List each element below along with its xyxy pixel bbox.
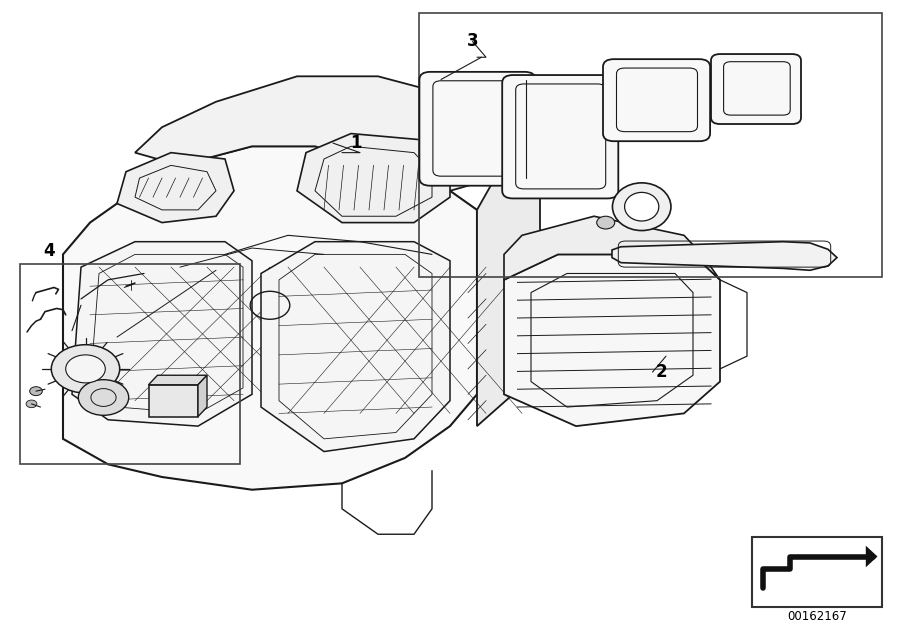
Polygon shape [504,216,720,280]
Circle shape [66,355,105,383]
Polygon shape [477,159,540,426]
Ellipse shape [612,183,670,230]
Polygon shape [504,254,720,426]
Ellipse shape [625,192,659,221]
Bar [418,13,882,277]
Text: 3: 3 [467,32,478,50]
FancyBboxPatch shape [603,59,710,141]
FancyBboxPatch shape [419,72,536,186]
Polygon shape [63,146,477,490]
Circle shape [78,380,129,415]
Text: 1: 1 [350,134,361,152]
Polygon shape [866,546,878,567]
Circle shape [51,345,120,393]
Polygon shape [297,134,450,223]
Polygon shape [612,242,837,270]
Circle shape [597,216,615,229]
Circle shape [26,400,37,408]
Text: 2: 2 [656,363,667,381]
Bar [20,264,240,464]
Text: 4: 4 [44,242,55,260]
Polygon shape [148,385,198,417]
Polygon shape [117,153,234,223]
Polygon shape [72,242,252,426]
Circle shape [30,387,42,396]
Bar [752,537,882,607]
FancyBboxPatch shape [502,75,618,198]
FancyBboxPatch shape [711,54,801,124]
Polygon shape [148,375,207,385]
Text: 00162167: 00162167 [788,611,847,623]
Polygon shape [198,375,207,417]
Polygon shape [261,242,450,452]
Polygon shape [135,76,540,191]
